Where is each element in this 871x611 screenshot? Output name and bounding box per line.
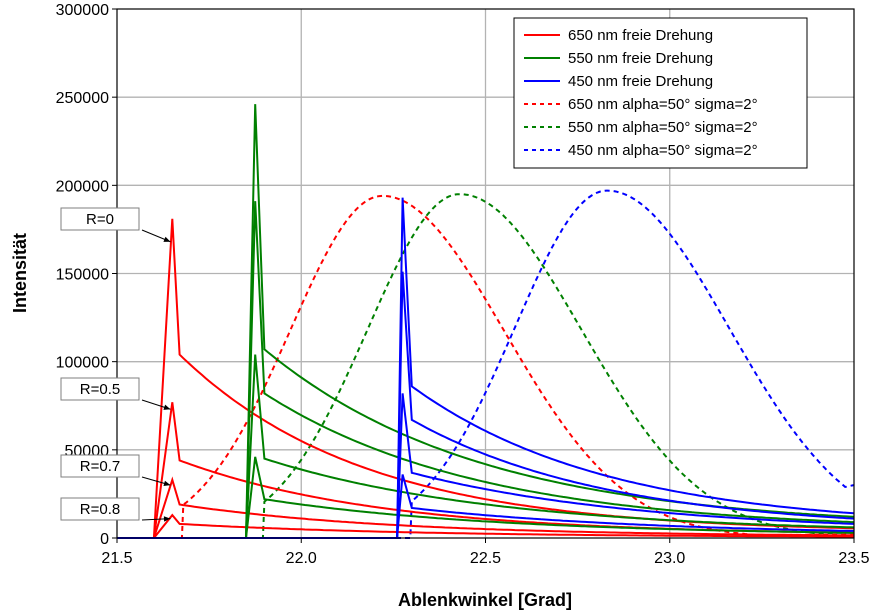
- y-tick-label: 150000: [56, 267, 109, 284]
- callout-label: R=0.8: [80, 501, 120, 518]
- callout-box: [60, 497, 140, 521]
- callout-box: [60, 207, 140, 231]
- callout-box: [60, 377, 140, 401]
- y-tick-label: 100000: [56, 355, 109, 372]
- callouts: R=0 R=0.5 R=0.7 R=0.8: [60, 207, 171, 522]
- callout-label: R=0: [86, 211, 114, 228]
- axis-titles: Ablenkwinkel [Grad] Intensität: [10, 233, 572, 610]
- series-line-450nm-R=0.7: [117, 393, 855, 539]
- x-tick-label: 23.0: [654, 550, 685, 567]
- callout-label: R=0.7: [80, 458, 120, 475]
- x-tick-label: 23.5: [838, 550, 869, 567]
- y-tick-label: 0: [100, 531, 109, 548]
- legend-label: 650 nm freie Drehung: [568, 27, 713, 44]
- callout-label: R=0.5: [80, 381, 120, 398]
- legend: 650 nm freie Drehung 550 nm freie Drehung…: [513, 17, 808, 169]
- legend-label: 450 nm alpha=50° sigma=2°: [568, 142, 758, 159]
- series-line-550nm-R=0.7: [117, 354, 855, 539]
- y-tick-label: 300000: [56, 2, 109, 19]
- series-line-dotted-650nm: [117, 194, 854, 539]
- legend-label: 450 nm freie Drehung: [568, 73, 713, 90]
- series-line-650nm-R=0.8: [117, 513, 854, 539]
- y-axis-title: Intensität: [10, 233, 30, 313]
- legend-label: 650 nm alpha=50° sigma=2°: [568, 96, 758, 113]
- callout-arrowhead: [163, 516, 171, 522]
- series-line-450nm-R=0: [117, 197, 855, 539]
- x-axis-title: Ablenkwinkel [Grad]: [398, 590, 572, 610]
- callout-arrowhead: [163, 480, 171, 486]
- series-line-450nm-R=0.5: [117, 271, 855, 539]
- series-line-550nm-R=0.8: [117, 456, 854, 539]
- x-tick-label: 22.0: [286, 550, 317, 567]
- y-tick-label: 250000: [56, 90, 109, 107]
- legend-box: [513, 17, 808, 169]
- y-tick-label: 200000: [56, 178, 109, 195]
- callout-box: [60, 454, 140, 478]
- series-line-dotted-450nm: [117, 189, 855, 539]
- x-tick-label: 22.5: [470, 550, 501, 567]
- callout-arrowhead: [163, 236, 171, 242]
- legend-label: 550 nm alpha=50° sigma=2°: [568, 119, 758, 136]
- series-line-550nm-R=0.5: [117, 201, 855, 539]
- callout-arrowhead: [163, 404, 171, 410]
- series-line-650nm-R=0.7: [117, 476, 855, 539]
- legend-label: 550 nm freie Drehung: [568, 50, 713, 67]
- curves: [117, 104, 855, 539]
- series-line-450nm-R=0.8: [117, 474, 854, 539]
- x-tick-label: 21.5: [101, 550, 132, 567]
